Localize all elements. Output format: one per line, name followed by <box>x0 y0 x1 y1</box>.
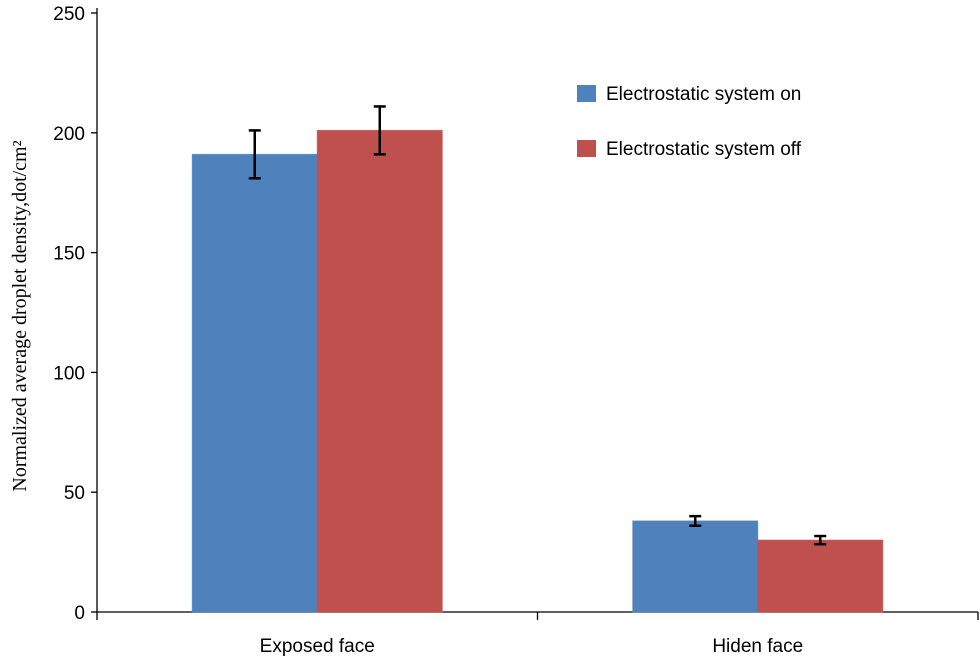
y-tick-label: 100 <box>53 363 85 384</box>
x-tick-label: Hiden face <box>712 636 803 657</box>
y-tick-label: 200 <box>53 124 85 145</box>
y-tick-label: 250 <box>53 4 85 25</box>
bar-1-1 <box>757 539 884 613</box>
bar-1-0 <box>316 129 443 613</box>
legend-label: Electrostatic system off <box>606 139 802 160</box>
bar-0-1 <box>632 520 759 613</box>
legend-swatch <box>577 140 596 157</box>
y-tick-label: 0 <box>74 603 85 624</box>
y-tick-label: 150 <box>53 244 85 265</box>
legend-swatch <box>577 85 596 102</box>
legend-label: Electrostatic system on <box>606 84 801 105</box>
y-axis-label: Normalized average droplet density,dot/c… <box>9 140 31 491</box>
bar-0-0 <box>191 153 318 613</box>
y-tick-label: 50 <box>64 483 85 504</box>
x-tick-label: Exposed face <box>260 636 375 657</box>
